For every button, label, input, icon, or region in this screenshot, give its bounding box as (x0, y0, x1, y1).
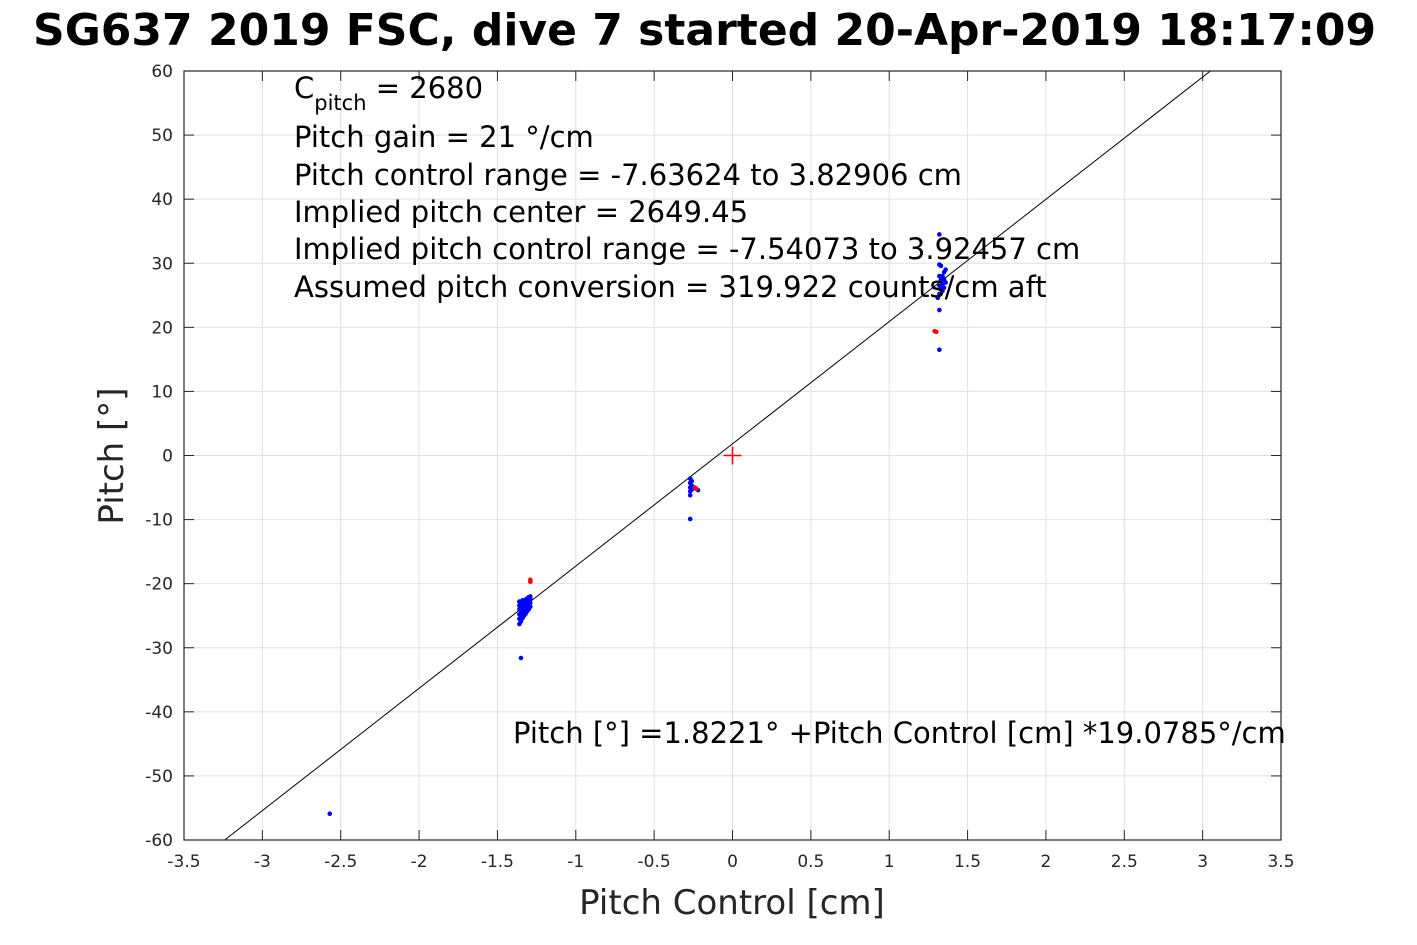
y-tick-label: 10 (151, 382, 173, 402)
data-point-blue (689, 478, 695, 484)
implied-pitch-control-range-text: Implied pitch control range = -7.54073 t… (294, 232, 1080, 266)
data-point-blue (943, 280, 948, 285)
data-point-blue (935, 295, 941, 301)
x-tick-label: 3.5 (1267, 852, 1294, 872)
data-point-blue (687, 492, 693, 498)
y-tick-label: -60 (145, 831, 173, 851)
x-tick-label: 0.5 (797, 852, 824, 872)
c-pitch-main: C (294, 71, 314, 105)
y-tick-label: 60 (151, 62, 173, 82)
x-tick-label: 3 (1197, 852, 1208, 872)
data-point-blue (938, 263, 944, 269)
data-point-red (933, 329, 939, 335)
implied-pitch-center-text: Implied pitch center = 2649.45 (294, 195, 748, 229)
y-tick-label: -30 (145, 639, 173, 659)
x-tick-label: 0 (727, 852, 738, 872)
pitch-control-range-text: Pitch control range = -7.63624 to 3.8290… (294, 158, 962, 192)
data-point-blue (937, 232, 942, 237)
y-tick-label: -20 (145, 575, 173, 595)
data-point-blue (937, 347, 942, 353)
x-tick-label: 2 (1041, 852, 1052, 872)
x-tick-label: -3.5 (167, 852, 200, 872)
data-points (327, 232, 948, 817)
x-tick-label: -2 (411, 852, 428, 872)
x-tick-label: -1.5 (481, 852, 514, 872)
data-point-blue (937, 307, 942, 313)
y-tick-labels: -60 -50 -40 -30 -20 -10 0 10 20 30 40 50 60 (145, 62, 173, 851)
x-tick-labels: -3.5 -3 -2.5 -2 -1.5 -1 -0.5 0 0.5 1 1.5 2 2.5 3 3.5 (167, 852, 1294, 872)
y-tick-label: -50 (145, 767, 173, 787)
data-point-red (528, 579, 533, 585)
c-pitch-subscript: pitch (314, 91, 366, 115)
data-point-blue (528, 600, 533, 606)
data-point-blue (943, 267, 948, 272)
data-point-blue (528, 604, 533, 610)
y-tick-label: 0 (162, 447, 173, 467)
c-pitch-annotation: Cpitch = 2680 (294, 71, 483, 115)
axis-ticks (183, 70, 1282, 841)
fit-equation-text: Pitch [°] =1.8221° +Pitch Control [cm] *… (513, 716, 1286, 750)
x-tick-label: 2.5 (1111, 852, 1138, 872)
c-pitch-value: = 2680 (367, 71, 484, 105)
data-point-blue (327, 811, 333, 817)
y-axis-label: Pitch [°] (92, 387, 132, 524)
y-tick-label: -10 (145, 511, 173, 531)
data-point-red (694, 486, 699, 492)
assumed-pitch-conversion-text: Assumed pitch conversion = 319.922 count… (294, 270, 1047, 304)
y-tick-label: -40 (145, 703, 173, 723)
data-point-blue (937, 291, 942, 297)
y-tick-label: 30 (151, 254, 173, 274)
x-tick-label: -0.5 (638, 852, 671, 872)
x-tick-label: 1.5 (954, 852, 981, 872)
y-tick-label: 50 (151, 126, 173, 146)
data-point-blue (941, 285, 947, 290)
chart-title: SG637 2019 FSC, dive 7 started 20-Apr-20… (33, 5, 1377, 56)
pitch-gain-text: Pitch gain = 21 °/cm (294, 120, 594, 154)
data-point-blue (528, 594, 533, 599)
center-marker-group (723, 446, 742, 465)
fit-line (224, 70, 1211, 841)
x-tick-label: -1 (567, 852, 584, 872)
y-tick-label: 20 (151, 318, 173, 338)
y-tick-label: 40 (151, 190, 173, 210)
fit-line-group (224, 70, 1211, 841)
x-tick-label: 1 (884, 852, 895, 872)
x-axis-label: Pitch Control [cm] (579, 883, 885, 923)
x-tick-label: -2.5 (324, 852, 357, 872)
x-tick-label: -3 (254, 852, 271, 872)
data-point-blue (518, 655, 524, 661)
data-point-blue (687, 516, 693, 522)
